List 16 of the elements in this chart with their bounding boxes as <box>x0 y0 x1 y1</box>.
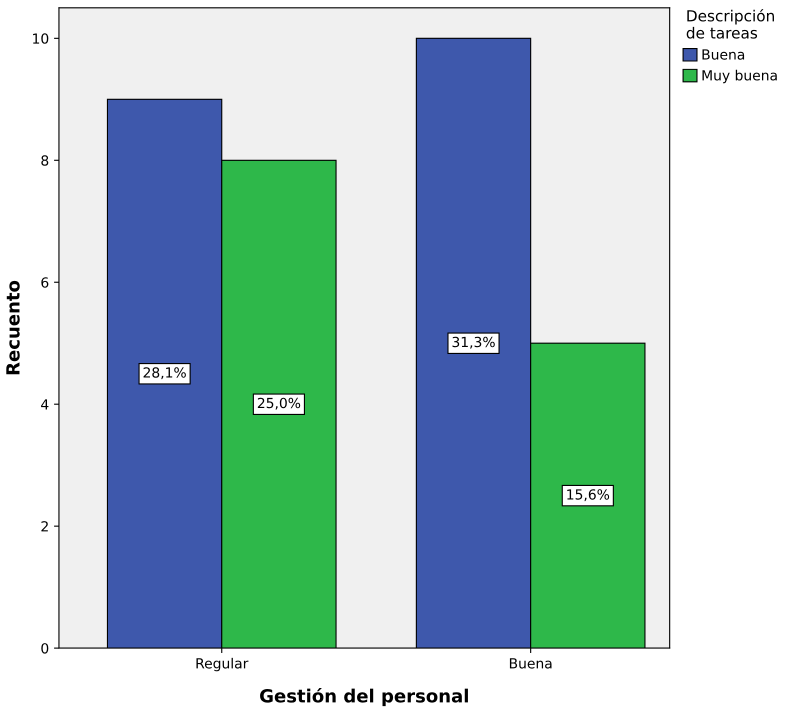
annotation: 25,0% <box>258 398 300 410</box>
x-tick-label: Regular <box>196 658 248 672</box>
y-tick-label: 0 <box>41 643 48 654</box>
y-tick-label: 6 <box>41 277 48 288</box>
legend-label: Buena <box>702 49 744 60</box>
annotation: 28,1% <box>144 367 186 380</box>
y-tick-label: 8 <box>41 155 48 166</box>
annotation: 31,3% <box>452 336 495 349</box>
y-tick-label: 2 <box>41 521 48 532</box>
x-axis-title: Gestión del personal <box>260 688 468 706</box>
y-axis-title: Recuento <box>6 280 20 374</box>
legend-label: Muy buena <box>702 70 777 84</box>
y-tick-label: 10 <box>33 33 48 44</box>
legend-title: Descripción de tareas <box>686 9 774 39</box>
y-tick-label: 4 <box>41 399 48 410</box>
annotation: 15,6% <box>567 489 610 502</box>
